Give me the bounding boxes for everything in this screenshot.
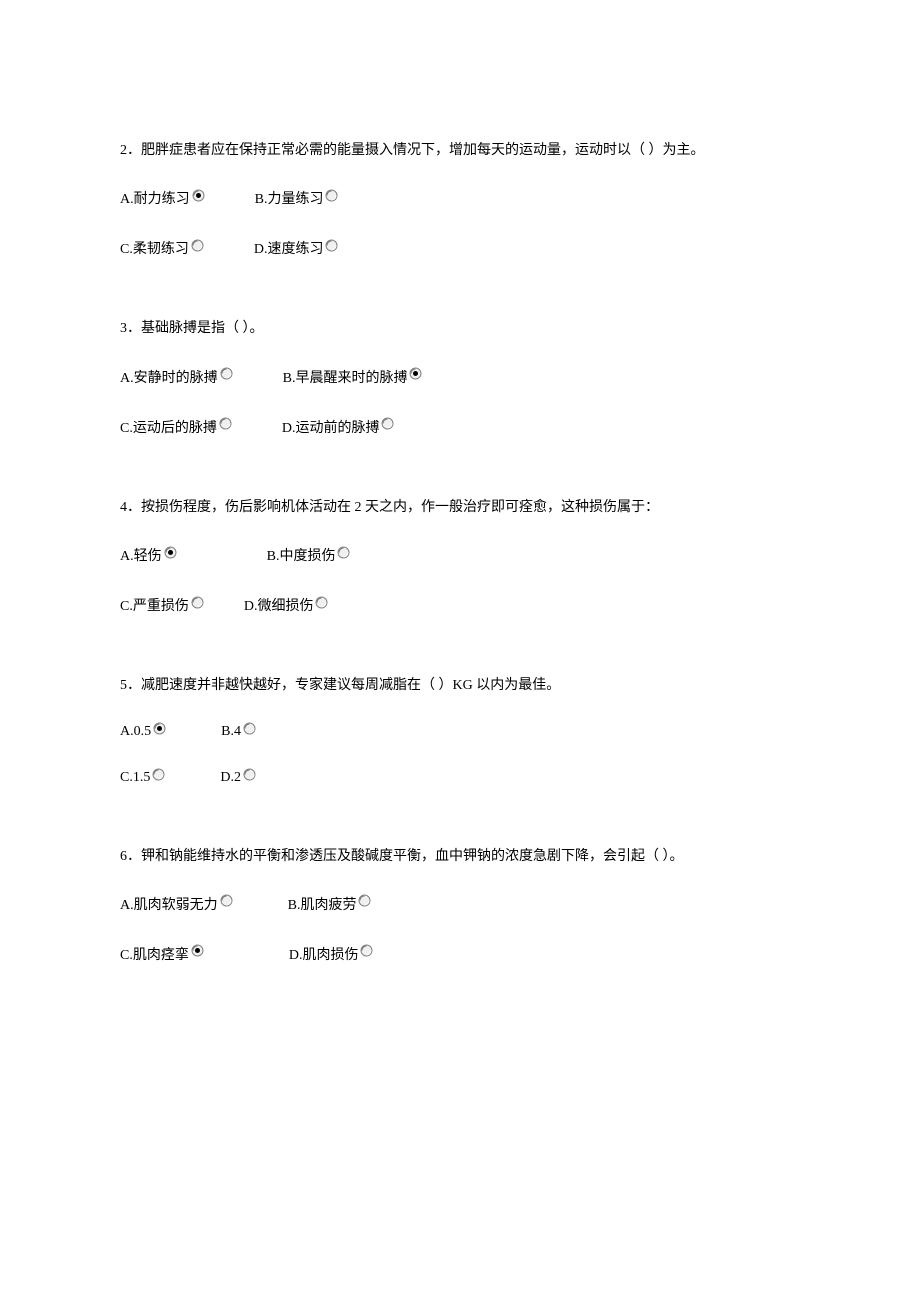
radio-unselected-icon[interactable]: [358, 894, 371, 907]
radio-selected-icon[interactable]: [409, 367, 422, 380]
options-row: C.肌肉痉挛 D.肌肉损伤: [120, 944, 800, 964]
radio-selected-icon[interactable]: [153, 722, 166, 735]
option-item: C.运动后的脉搏: [120, 417, 232, 437]
options-row: A.轻伤 B.中度损伤: [120, 545, 800, 565]
radio-unselected-icon[interactable]: [220, 894, 233, 907]
option-label: B.肌肉疲劳: [288, 894, 357, 914]
question-text: 6．钾和钠能维持水的平衡和渗透压及酸碱度平衡，血中钾钠的浓度急剧下降，会引起（ …: [120, 846, 800, 868]
question-6: 6．钾和钠能维持水的平衡和渗透压及酸碱度平衡，血中钾钠的浓度急剧下降，会引起（ …: [120, 846, 800, 964]
radio-selected-icon[interactable]: [192, 189, 205, 202]
radio-selected-icon[interactable]: [164, 546, 177, 559]
question-2: 2．肥胖症患者应在保持正常必需的能量摄入情况下，增加每天的运动量，运动时以（ ）…: [120, 140, 800, 258]
option-label: A.肌肉软弱无力: [120, 894, 218, 914]
option-item: D.微细损伤: [244, 595, 329, 615]
question-text: 3．基础脉搏是指（ ）。: [120, 318, 800, 340]
quiz-content: 2．肥胖症患者应在保持正常必需的能量摄入情况下，增加每天的运动量，运动时以（ ）…: [120, 140, 800, 964]
option-item: B.肌肉疲劳: [288, 894, 372, 914]
radio-unselected-icon[interactable]: [337, 546, 350, 559]
option-label: C.运动后的脉搏: [120, 417, 217, 437]
option-item: A.轻伤: [120, 545, 177, 565]
option-label: B.力量练习: [255, 188, 324, 208]
options-row: C.柔韧练习 D.速度练习: [120, 238, 800, 258]
radio-unselected-icon[interactable]: [243, 722, 256, 735]
option-item: D.2: [220, 770, 256, 786]
option-label: C.柔韧练习: [120, 238, 189, 258]
option-item: A.耐力练习: [120, 188, 205, 208]
radio-unselected-icon[interactable]: [191, 239, 204, 252]
question-text: 2．肥胖症患者应在保持正常必需的能量摄入情况下，增加每天的运动量，运动时以（ ）…: [120, 140, 800, 162]
option-label: D.微细损伤: [244, 595, 314, 615]
option-item: D.运动前的脉搏: [282, 417, 395, 437]
option-label: C.严重损伤: [120, 595, 189, 615]
radio-unselected-icon[interactable]: [220, 367, 233, 380]
options-row: A.安静时的脉搏 B.早晨醒来时的脉搏: [120, 367, 800, 387]
options-row: A.0.5 B.4: [120, 724, 800, 740]
option-item: A.安静时的脉搏: [120, 367, 233, 387]
question-4: 4．按损伤程度，伤后影响机体活动在 2 天之内，作一般治疗即可痊愈，这种损伤属于…: [120, 497, 800, 615]
option-item: C.肌肉痉挛: [120, 944, 204, 964]
options-row: A.肌肉软弱无力 B.肌肉疲劳: [120, 894, 800, 914]
option-label: A.耐力练习: [120, 188, 190, 208]
option-label: C.1.5: [120, 770, 150, 786]
option-label: A.安静时的脉搏: [120, 367, 218, 387]
option-item: C.柔韧练习: [120, 238, 204, 258]
radio-unselected-icon[interactable]: [381, 417, 394, 430]
option-item: B.力量练习: [255, 188, 339, 208]
options-row: C.运动后的脉搏 D.运动前的脉搏: [120, 417, 800, 437]
radio-unselected-icon[interactable]: [152, 768, 165, 781]
question-5: 5．减肥速度并非越快越好，专家建议每周减脂在（ ）KG 以内为最佳。 A.0.5 …: [120, 675, 800, 785]
option-label: D.运动前的脉搏: [282, 417, 380, 437]
radio-unselected-icon[interactable]: [315, 596, 328, 609]
options-row: A.耐力练习 B.力量练习: [120, 188, 800, 208]
radio-selected-icon[interactable]: [191, 944, 204, 957]
question-text: 5．减肥速度并非越快越好，专家建议每周减脂在（ ）KG 以内为最佳。: [120, 675, 800, 697]
radio-unselected-icon[interactable]: [360, 944, 373, 957]
radio-unselected-icon[interactable]: [325, 239, 338, 252]
option-item: D.速度练习: [254, 238, 339, 258]
options-row: C.严重损伤 D.微细损伤: [120, 595, 800, 615]
option-label: B.4: [221, 724, 241, 740]
option-label: D.2: [220, 770, 241, 786]
radio-unselected-icon[interactable]: [219, 417, 232, 430]
option-item: B.4: [221, 724, 256, 740]
option-item: D.肌肉损伤: [289, 944, 374, 964]
option-item: C.严重损伤: [120, 595, 204, 615]
option-label: A.轻伤: [120, 545, 162, 565]
option-label: D.速度练习: [254, 238, 324, 258]
option-label: C.肌肉痉挛: [120, 944, 189, 964]
option-item: C.1.5: [120, 770, 165, 786]
option-label: B.中度损伤: [267, 545, 336, 565]
question-text: 4．按损伤程度，伤后影响机体活动在 2 天之内，作一般治疗即可痊愈，这种损伤属于…: [120, 497, 800, 519]
option-label: B.早晨醒来时的脉搏: [283, 367, 408, 387]
option-item: B.早晨醒来时的脉搏: [283, 367, 423, 387]
option-label: A.0.5: [120, 724, 151, 740]
option-item: B.中度损伤: [267, 545, 351, 565]
question-3: 3．基础脉搏是指（ ）。 A.安静时的脉搏 B.早晨醒来时的脉搏 C.运动后的脉搏…: [120, 318, 800, 436]
option-label: D.肌肉损伤: [289, 944, 359, 964]
option-item: A.0.5: [120, 724, 166, 740]
option-item: A.肌肉软弱无力: [120, 894, 233, 914]
radio-unselected-icon[interactable]: [325, 189, 338, 202]
radio-unselected-icon[interactable]: [243, 768, 256, 781]
radio-unselected-icon[interactable]: [191, 596, 204, 609]
options-row: C.1.5 D.2: [120, 770, 800, 786]
